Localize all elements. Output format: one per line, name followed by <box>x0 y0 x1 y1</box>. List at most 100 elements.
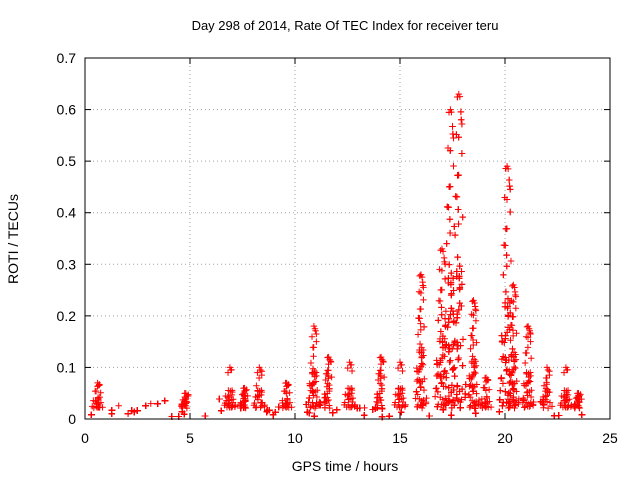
data-point <box>448 291 455 299</box>
data-point <box>449 274 457 282</box>
data-point <box>498 355 506 363</box>
data-point <box>455 306 463 314</box>
data-point <box>449 366 456 373</box>
data-point <box>329 409 336 417</box>
data-point <box>227 366 235 374</box>
data-point <box>284 396 291 403</box>
data-point <box>527 393 535 401</box>
data-point <box>526 378 534 385</box>
data-point <box>539 393 547 401</box>
data-point <box>374 376 382 384</box>
data-point <box>253 393 261 401</box>
data-point <box>503 263 511 270</box>
data-point <box>456 93 464 100</box>
data-point <box>413 364 420 372</box>
data-point <box>224 369 232 376</box>
data-point <box>376 394 383 401</box>
data-point <box>134 407 141 414</box>
data-point <box>347 361 354 369</box>
data-point <box>325 367 332 374</box>
data-point <box>201 412 209 420</box>
data-point <box>446 216 454 223</box>
data-point <box>506 403 513 411</box>
data-point <box>511 404 518 412</box>
data-point <box>433 360 441 368</box>
data-point <box>348 403 355 411</box>
data-point <box>458 281 466 288</box>
data-point <box>447 311 454 318</box>
data-point <box>269 411 277 419</box>
data-point <box>501 339 508 346</box>
data-point <box>413 388 420 396</box>
data-point <box>485 404 492 411</box>
x-tick-label: 10 <box>287 430 303 446</box>
data-point <box>440 383 447 390</box>
data-point <box>445 204 452 211</box>
data-point <box>419 361 427 368</box>
x-tick-label: 5 <box>186 430 194 446</box>
data-point <box>562 398 569 406</box>
data-point <box>510 298 517 306</box>
data-point <box>257 404 264 411</box>
data-point <box>311 325 319 332</box>
data-point <box>310 392 317 399</box>
data-point <box>503 399 510 406</box>
data-point <box>450 341 457 348</box>
data-point <box>525 377 533 384</box>
data-point <box>451 397 459 404</box>
y-tick-label: 0.1 <box>57 359 77 375</box>
data-point <box>509 345 516 353</box>
data-point <box>420 323 428 331</box>
data-point <box>540 404 547 411</box>
data-point <box>450 134 457 142</box>
data-point <box>469 336 477 344</box>
data-point <box>416 340 424 348</box>
data-point <box>441 368 448 375</box>
data-point <box>308 333 316 340</box>
data-point <box>451 223 458 230</box>
data-point <box>420 386 428 394</box>
data-point <box>456 272 463 280</box>
data-point <box>445 384 452 391</box>
data-point <box>161 397 169 404</box>
data-point <box>312 402 320 410</box>
data-point <box>457 108 465 116</box>
data-point <box>453 193 461 201</box>
data-point <box>309 365 317 372</box>
data-point <box>450 162 457 170</box>
data-point <box>505 389 513 396</box>
data-point <box>434 388 442 396</box>
data-point <box>254 369 261 376</box>
y-tick-label: 0 <box>68 411 76 427</box>
y-tick-labels: 0 0.1 0.2 0.3 0.4 0.5 0.6 0.7 <box>57 50 77 427</box>
data-point <box>377 367 385 374</box>
data-point <box>520 380 528 387</box>
data-point <box>418 354 425 361</box>
data-point <box>508 322 516 329</box>
data-point <box>283 390 290 397</box>
data-point <box>446 229 454 237</box>
data-point <box>468 311 475 318</box>
y-tick-label: 0.6 <box>57 102 77 118</box>
data-point <box>392 391 399 398</box>
data-point <box>454 345 461 353</box>
data-point <box>438 401 445 408</box>
data-point <box>450 287 457 294</box>
data-point <box>242 404 249 412</box>
data-point <box>417 289 425 297</box>
data-point <box>326 356 333 363</box>
data-point <box>472 317 480 324</box>
data-point <box>458 120 466 128</box>
data-point <box>313 338 320 345</box>
data-point <box>376 380 384 387</box>
data-point <box>498 332 505 339</box>
data-point <box>504 303 511 310</box>
data-point <box>438 286 445 294</box>
data-point <box>472 369 479 377</box>
data-point <box>459 213 466 221</box>
data-point <box>471 402 478 410</box>
data-point <box>312 378 320 385</box>
data-point <box>510 398 518 405</box>
data-point <box>523 349 530 357</box>
